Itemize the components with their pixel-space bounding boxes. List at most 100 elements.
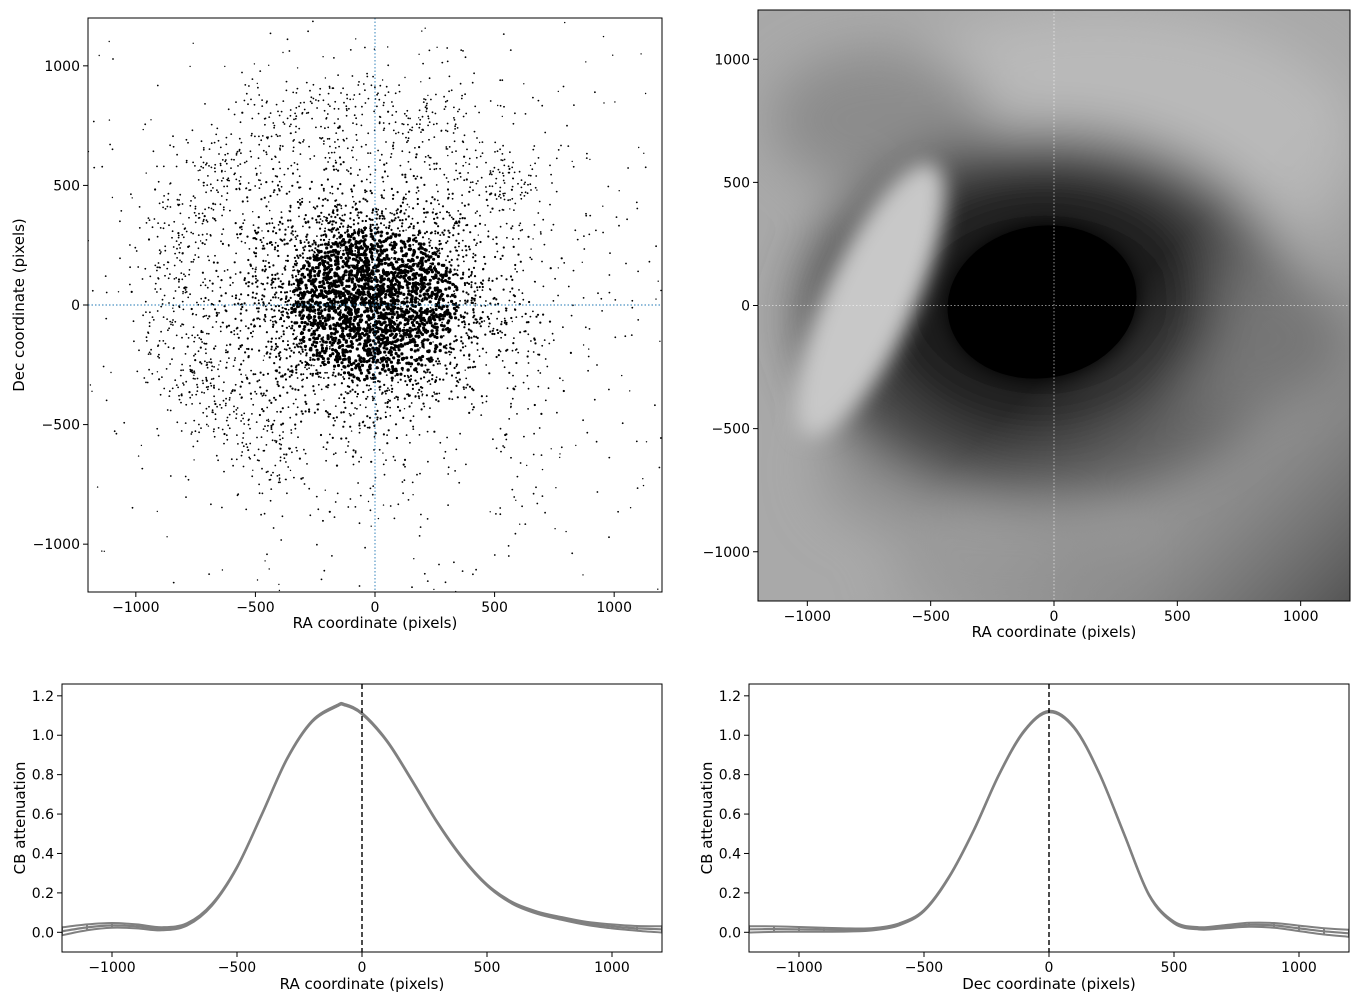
scatter-point xyxy=(197,256,200,259)
scatter-point xyxy=(311,305,315,309)
scatter-point xyxy=(296,168,299,171)
scatter-point xyxy=(428,244,431,247)
scatter-point xyxy=(410,297,414,301)
scatter-point xyxy=(172,581,175,584)
scatter-point xyxy=(263,392,265,395)
scatter-point xyxy=(257,299,260,302)
scatter-point xyxy=(329,331,334,336)
scatter-point xyxy=(423,405,426,408)
scatter-point xyxy=(239,344,242,347)
scatter-point xyxy=(293,321,297,325)
scatter-point xyxy=(366,282,370,286)
scatter-point xyxy=(240,319,243,322)
scatter-point xyxy=(386,284,390,289)
scatter-point xyxy=(392,305,396,309)
scatter-point xyxy=(423,98,425,100)
scatter-point xyxy=(336,262,340,266)
scatter-point xyxy=(495,242,498,245)
scatter-point xyxy=(349,98,352,101)
scatter-point xyxy=(302,378,304,381)
scatter-point xyxy=(164,249,167,252)
scatter-point xyxy=(511,278,514,281)
scatter-point xyxy=(364,253,368,257)
scatter-point xyxy=(518,289,520,291)
scatter-point xyxy=(369,236,372,238)
scatter-point xyxy=(394,234,398,238)
scatter-point xyxy=(635,201,638,204)
scatter-point xyxy=(188,245,191,248)
scatter-point xyxy=(442,378,445,381)
scatter-point xyxy=(514,112,516,115)
scatter-point xyxy=(270,279,273,282)
scatter-point xyxy=(310,180,313,183)
scatter-point xyxy=(235,417,238,420)
scatter-point xyxy=(240,232,242,235)
scatter-point xyxy=(445,259,447,262)
scatter-point xyxy=(339,334,343,338)
scatter-point xyxy=(318,256,323,260)
scatter-point xyxy=(416,370,419,374)
scatter-point xyxy=(409,260,412,262)
scatter-point xyxy=(308,201,311,203)
scatter-point xyxy=(325,254,328,257)
scatter-point xyxy=(501,360,504,362)
scatter-point xyxy=(247,258,250,262)
scatter-point xyxy=(225,162,228,165)
scatter-point xyxy=(402,198,405,201)
scatter-point xyxy=(142,314,145,317)
scatter-point xyxy=(538,427,541,429)
scatter-point xyxy=(203,392,206,394)
scatter-point xyxy=(442,293,445,296)
scatter-point xyxy=(331,288,335,292)
scatter-point xyxy=(363,278,365,281)
scatter-point xyxy=(177,278,181,281)
scatter-point xyxy=(472,256,475,259)
scatter-point xyxy=(332,168,336,171)
scatter-point xyxy=(348,238,352,242)
scatter-point xyxy=(470,270,473,274)
scatter-point xyxy=(544,511,546,514)
scatter-point xyxy=(472,189,474,192)
scatter-point xyxy=(257,307,260,310)
scatter-point xyxy=(332,336,335,339)
scatter-point xyxy=(534,342,537,345)
scatter-point xyxy=(356,250,361,254)
scatter-point xyxy=(405,304,409,308)
scatter-point xyxy=(271,423,275,426)
scatter-point xyxy=(190,307,193,311)
scatter-point xyxy=(326,371,328,374)
scatter-point xyxy=(373,306,378,310)
scatter-point xyxy=(319,433,323,437)
scatter-point xyxy=(289,114,292,117)
scatter-point xyxy=(393,213,396,216)
scatter-point xyxy=(275,330,278,333)
scatter-point xyxy=(193,419,196,422)
scatter-point xyxy=(463,388,465,390)
scatter-point xyxy=(221,506,223,509)
scatter-point xyxy=(539,321,542,324)
scatter-point xyxy=(157,222,160,225)
scatter-point xyxy=(333,383,336,386)
scatter-point xyxy=(320,137,323,140)
scatter-point xyxy=(312,20,314,23)
scatter-point xyxy=(314,247,317,250)
scatter-point xyxy=(331,249,335,253)
scatter-point xyxy=(382,282,386,286)
scatter-point xyxy=(180,261,183,263)
scatter-point xyxy=(381,259,383,262)
scatter-point xyxy=(445,268,448,271)
scatter-point xyxy=(217,275,220,278)
scatter-point xyxy=(408,307,413,311)
scatter-point xyxy=(278,228,281,231)
scatter-point xyxy=(457,224,460,227)
scatter-point xyxy=(460,97,463,100)
scatter-point xyxy=(210,369,213,372)
scatter-point xyxy=(435,392,438,395)
scatter-point xyxy=(586,431,589,434)
scatter-point xyxy=(389,303,393,307)
scatter-point xyxy=(250,398,253,400)
scatter-point xyxy=(342,319,346,323)
scatter-point xyxy=(333,227,336,229)
scatter-point xyxy=(555,190,558,193)
scatter-point xyxy=(371,211,374,214)
